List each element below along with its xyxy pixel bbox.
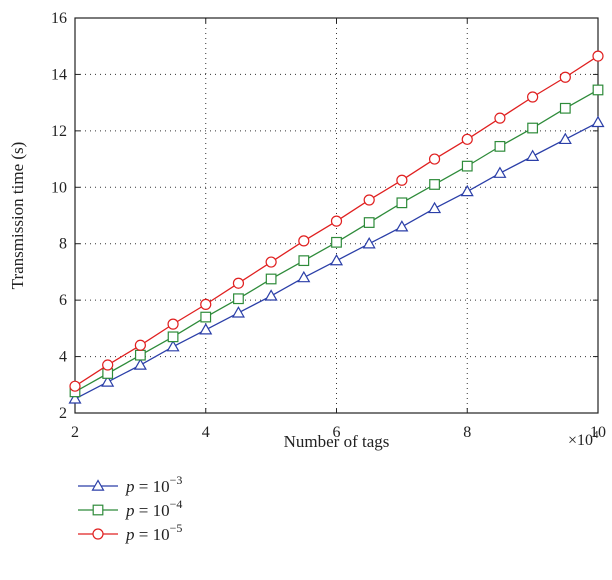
legend-label: p = 10−5 [125, 521, 182, 544]
series-3 [69, 50, 604, 392]
data-point [233, 293, 244, 305]
data-point [134, 349, 146, 361]
data-point [591, 115, 605, 128]
legend-marker [92, 528, 104, 540]
series-layer [68, 50, 605, 404]
y-tick-label: 2 [59, 405, 67, 422]
legend-label-variable: p [125, 525, 135, 544]
data-point [592, 50, 604, 62]
data-point [428, 153, 441, 165]
data-point [395, 220, 409, 232]
data-point [559, 102, 571, 114]
legend-label-exponent: −4 [170, 497, 183, 511]
legend-item: p = 10−4 [78, 497, 182, 520]
data-point [429, 179, 440, 190]
y-tick-label: 8 [59, 236, 67, 253]
data-point [592, 84, 604, 96]
y-tick-label: 16 [51, 10, 67, 27]
data-point [200, 311, 212, 323]
y-tick-label: 10 [51, 179, 67, 196]
series-2 [69, 84, 604, 398]
data-point [526, 149, 540, 161]
data-point [101, 375, 115, 387]
data-point [231, 306, 245, 318]
legend-label-variable: p [125, 501, 135, 520]
data-point [265, 256, 277, 268]
data-point [428, 201, 442, 214]
legend-label: p = 10−4 [125, 497, 182, 520]
data-point [200, 298, 212, 310]
x-tick-label: 4 [202, 424, 210, 441]
legend: p = 10−3p = 10−4p = 10−5 [78, 473, 182, 544]
data-point [166, 339, 180, 352]
y-tick-label: 12 [51, 123, 67, 140]
y-tick-label: 6 [59, 292, 67, 309]
data-point [297, 270, 311, 283]
data-point [493, 166, 507, 178]
data-point [167, 318, 179, 330]
data-point [494, 112, 506, 124]
data-point [69, 380, 81, 392]
data-point [559, 71, 571, 83]
x-tick-label: 10 [590, 424, 606, 441]
legend-item: p = 10−5 [78, 521, 182, 544]
data-point [68, 392, 82, 404]
data-point [330, 215, 343, 227]
data-point [134, 339, 146, 351]
legend-label-exponent: −3 [170, 473, 183, 487]
data-point [396, 197, 408, 209]
data-point [396, 174, 408, 186]
x-tick-label: 6 [333, 424, 341, 441]
legend-label: p = 10−3 [125, 473, 182, 496]
legend-label-base: = 10 [135, 477, 170, 496]
axis-ticks: 2 4 6 8 10 2 4 6 8 10 12 14 16 [51, 10, 606, 441]
legend-label-base: = 10 [135, 501, 170, 520]
x-tick-label: 2 [71, 424, 79, 441]
data-point [461, 133, 473, 145]
data-point [558, 132, 572, 145]
data-point [461, 160, 473, 172]
x-multiplier-exponent: 4 [593, 429, 599, 441]
data-point [527, 91, 539, 103]
series-1 [68, 115, 605, 404]
legend-label-exponent: −5 [170, 521, 183, 535]
legend-label-variable: p [125, 477, 135, 496]
data-point [363, 217, 375, 228]
legend-item: p = 10−3 [78, 473, 182, 496]
data-point [232, 277, 245, 289]
data-point [331, 236, 342, 248]
data-point [460, 184, 474, 197]
legend-marker [91, 479, 105, 491]
data-point [362, 237, 376, 249]
data-point [133, 358, 147, 370]
y-tick-label: 14 [51, 66, 67, 83]
data-point [102, 359, 114, 371]
x-tick-label: 8 [463, 424, 471, 441]
data-point [298, 255, 310, 267]
legend-marker [92, 504, 104, 516]
data-point [363, 194, 375, 206]
data-point [298, 235, 310, 247]
data-point [167, 331, 179, 343]
y-axis-title: Transmission time (s) [8, 142, 27, 290]
data-point [527, 122, 539, 134]
data-point [329, 253, 344, 266]
data-point [265, 273, 277, 285]
x-axis-title: Number of tags [284, 432, 390, 451]
legend-label-base: = 10 [135, 525, 170, 544]
x-multiplier-base: ×10 [568, 432, 593, 449]
data-point [494, 140, 506, 152]
x-axis-multiplier: ×104 [568, 429, 599, 449]
y-tick-label: 4 [59, 349, 67, 366]
data-point [199, 323, 213, 335]
grid-lines [75, 18, 598, 413]
data-point [264, 289, 278, 301]
